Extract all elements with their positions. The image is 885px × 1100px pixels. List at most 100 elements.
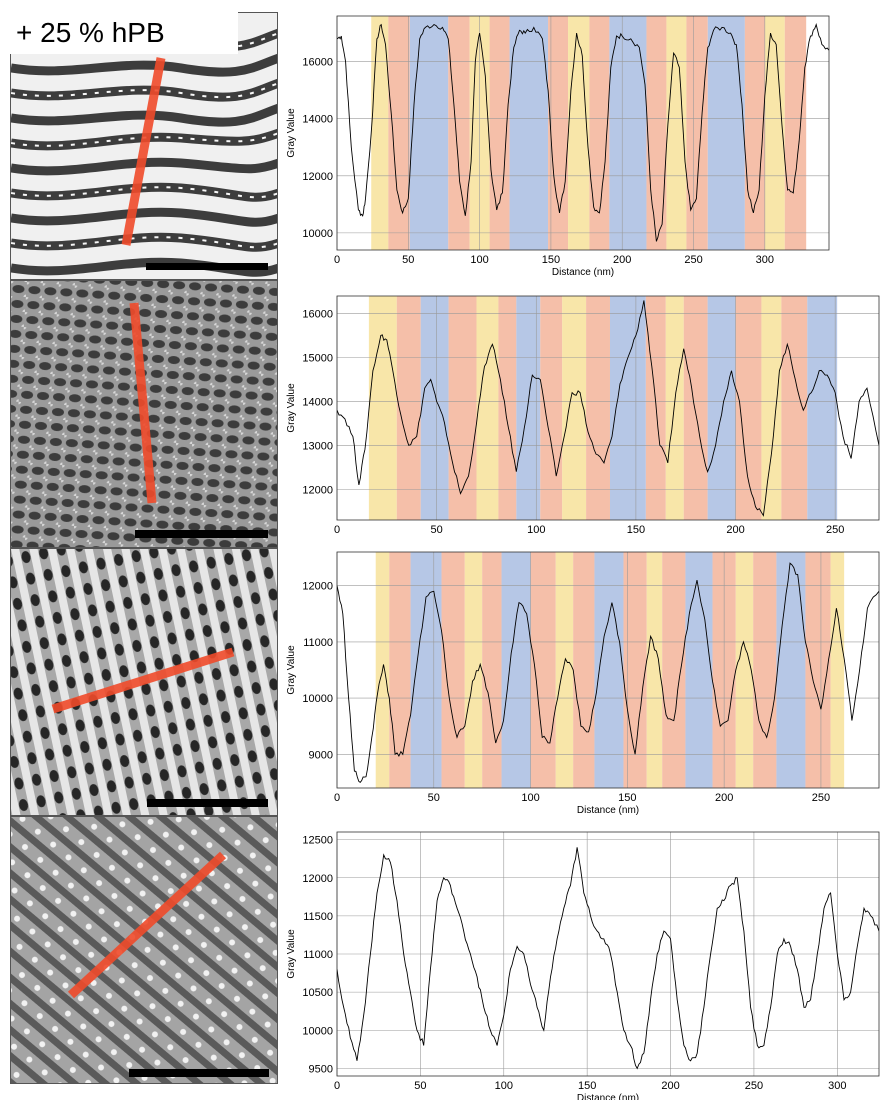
profile-chart-4: 0 50 100 150 200 250 300 9500 10000 10500 11000 115…: [282, 826, 882, 1100]
band-12: [646, 16, 667, 250]
x-tick-label-6: 250: [745, 1080, 763, 1092]
tem-image-4-svg: [11, 817, 277, 1083]
y-tick-label-4: 16000: [302, 57, 333, 69]
x-axis-title: Distance (nm): [577, 1093, 639, 1100]
band-10: [573, 552, 595, 788]
x-tick-label-4: 150: [627, 524, 645, 536]
x-tick-label-4: 150: [542, 254, 560, 266]
profile-line-1: [121, 57, 166, 246]
profile-series-line: [337, 23, 829, 242]
band-19: [776, 552, 806, 788]
tem-image-3: [10, 548, 278, 816]
scale-bar-2: [135, 530, 268, 538]
x-tick-label-2: 50: [431, 524, 443, 536]
y-tick-label-1: 9000: [309, 749, 333, 761]
y-axis-title: Gray Value: [286, 383, 297, 433]
band-3: [410, 552, 442, 788]
x-tick-label-6: 250: [812, 792, 830, 804]
band-16: [735, 296, 762, 520]
profile-line-3: [51, 647, 235, 714]
band-12: [623, 552, 647, 788]
band-13: [646, 552, 663, 788]
tem-image-4: [10, 816, 278, 1084]
band-20: [805, 552, 831, 788]
band-9: [555, 552, 574, 788]
band-2: [389, 552, 411, 788]
profile-chart-1: 0 50 100 150 200 250 300 10000 12000 14000 16000 Di…: [282, 4, 882, 290]
band-11: [609, 296, 646, 520]
y-tick-label-4: 11000: [303, 949, 333, 961]
band-7: [516, 296, 541, 520]
profile-chart-4-svg: 0 50 100 150 200 250 300 9500 10000 10500 11000 115…: [286, 831, 880, 1100]
x-axis-title: Distance (nm): [552, 267, 614, 278]
x-tick-label-3: 100: [527, 524, 545, 536]
band-18: [753, 552, 777, 788]
band-9: [562, 296, 587, 520]
x-tick-label-2: 50: [428, 792, 440, 804]
y-tick-label-2: 12000: [302, 171, 333, 183]
y-tick-label-2: 10000: [302, 1025, 333, 1037]
x-tick-label-6: 250: [826, 524, 844, 536]
x-tick-label-2: 50: [414, 1080, 426, 1092]
y-tick-label-2: 10000: [302, 693, 333, 705]
profile-chart-2: 0 50 100 150 200 250 12000 13000 14000 15000 16000…: [282, 290, 882, 546]
y-tick-label-3: 10500: [302, 987, 333, 999]
profile-chart-2-svg: 0 50 100 150 200 250 12000 13000 14000 15000 16000…: [286, 295, 880, 536]
y-tick-label-3: 14000: [302, 114, 333, 126]
band-15: [707, 16, 745, 250]
tem-image-3-svg: [11, 549, 277, 815]
band-4: [441, 552, 465, 788]
x-tick-label-1: 0: [334, 254, 340, 266]
plot-frame: [336, 295, 880, 521]
y-tick-label-3: 14000: [302, 396, 333, 408]
x-tick-label-7: 300: [756, 254, 774, 266]
band-18: [781, 296, 808, 520]
band-8: [530, 552, 556, 788]
band-5: [464, 552, 483, 788]
band-7: [509, 16, 549, 250]
band-18: [784, 16, 807, 250]
x-tick-label-6: 250: [684, 254, 702, 266]
profile-chart-3: 0 50 100 150 200 250 9000 10000 11000 12000 Distan…: [282, 546, 882, 826]
band-7: [501, 552, 531, 788]
y-tick-label-1: 9500: [309, 1063, 333, 1075]
x-tick-label-5: 200: [715, 792, 733, 804]
band-10: [586, 296, 610, 520]
y-tick-label-7: 12500: [302, 835, 333, 847]
y-tick-label-5: 11500: [303, 911, 333, 923]
band-6: [482, 552, 502, 788]
band-6: [498, 296, 517, 520]
x-tick-label-2: 50: [402, 254, 414, 266]
band-17: [761, 296, 782, 520]
x-tick-label-3: 100: [521, 792, 539, 804]
x-tick-label-1: 0: [334, 1080, 340, 1092]
plot-frame: [336, 551, 880, 789]
band-19: [807, 296, 838, 520]
profile-line-4: [67, 851, 227, 999]
tem-image-2-svg: [11, 281, 277, 547]
band-14: [686, 16, 708, 250]
y-tick-label-1: 10000: [302, 228, 333, 240]
y-tick-label-4: 12000: [302, 581, 333, 593]
band-1: [368, 296, 397, 520]
scale-bar-1: [146, 263, 268, 270]
band-15: [707, 296, 736, 520]
band-14: [662, 552, 686, 788]
tem-image-1-svg: [11, 13, 277, 279]
y-tick-label-2: 13000: [302, 440, 333, 452]
band-4: [448, 296, 477, 520]
band-10: [589, 16, 610, 250]
x-tick-label-5: 200: [726, 524, 744, 536]
band-15: [685, 552, 713, 788]
plot-frame: [336, 831, 880, 1077]
band-2: [388, 16, 410, 250]
band-14: [683, 296, 708, 520]
band-16: [744, 16, 765, 250]
y-tick-label-5: 16000: [302, 309, 333, 321]
plot-frame: [336, 15, 830, 251]
tem-image-2: [10, 280, 278, 548]
x-tick-label-5: 200: [661, 1080, 679, 1092]
band-11: [594, 552, 624, 788]
scale-bar-3: [147, 799, 268, 807]
x-tick-label-5: 200: [613, 254, 631, 266]
